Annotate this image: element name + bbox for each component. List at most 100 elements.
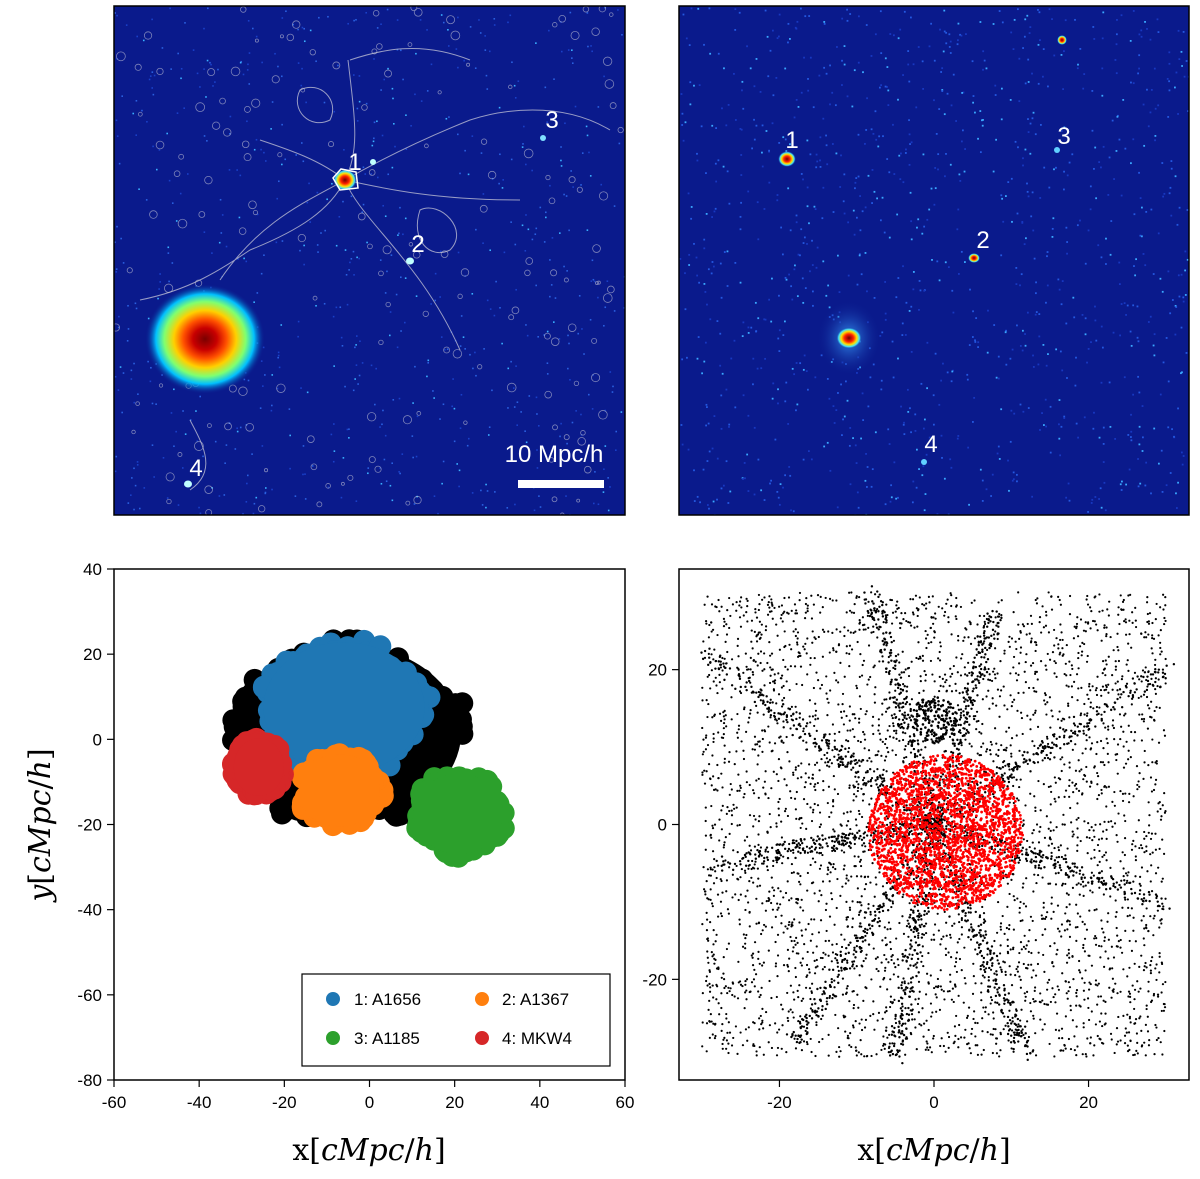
noise-speck [253, 502, 256, 505]
noise-speck [427, 359, 430, 362]
noise-speck [247, 20, 250, 22]
particle [701, 992, 704, 995]
particle [819, 864, 823, 867]
contour-ring [506, 382, 517, 393]
noise-speck [704, 291, 707, 293]
noise-speck [171, 262, 174, 264]
legend-label-mkw4: 4: MKW4 [502, 1029, 572, 1048]
noise-speck [876, 197, 878, 200]
noise-speck [603, 324, 605, 327]
noise-speck [356, 107, 359, 110]
noise-speck [693, 242, 695, 245]
particle [983, 976, 986, 979]
noise-speck [873, 297, 876, 299]
particle [1010, 705, 1013, 708]
particle [1009, 694, 1012, 697]
noise-speck [1139, 482, 1142, 485]
contour-ring [466, 62, 471, 67]
noise-speck [203, 27, 205, 30]
particle [1039, 992, 1042, 995]
particle [987, 667, 990, 671]
noise-speck [537, 425, 540, 427]
noise-speck [795, 362, 798, 364]
noise-speck [127, 304, 129, 307]
particle [1090, 857, 1093, 860]
particle [953, 965, 957, 968]
noise-speck [1010, 177, 1013, 180]
particle [703, 656, 707, 659]
particle [969, 642, 973, 645]
noise-speck [320, 232, 322, 234]
particle [1076, 925, 1079, 929]
noise-speck [604, 306, 607, 309]
particle [906, 685, 909, 688]
noise-speck [1169, 186, 1172, 189]
legend-marker-a1367 [475, 992, 489, 1006]
particle [806, 607, 809, 610]
noise-speck [362, 203, 365, 206]
noise-speck [934, 187, 937, 190]
noise-speck [179, 192, 182, 195]
particle [1083, 923, 1086, 926]
particle [1067, 948, 1070, 951]
noise-speck [563, 265, 565, 268]
noise-speck [1015, 267, 1018, 269]
particle [1080, 650, 1084, 653]
noise-speck [829, 64, 831, 67]
particle [757, 950, 760, 953]
noise-speck [333, 423, 335, 425]
noise-speck [206, 59, 209, 62]
particle [721, 1042, 724, 1046]
contour-ring [607, 285, 615, 294]
particle [786, 880, 789, 883]
particle [963, 666, 966, 669]
particle [1146, 620, 1149, 624]
noise-speck [806, 243, 808, 245]
particle [790, 714, 793, 717]
particle [739, 784, 742, 787]
particle [1057, 846, 1060, 849]
particle [792, 771, 795, 774]
noise-speck [807, 89, 810, 92]
noise-speck [1128, 468, 1131, 471]
noise-speck [789, 229, 792, 232]
noise-speck [535, 227, 538, 230]
particle [707, 961, 710, 964]
noise-speck [1051, 235, 1054, 238]
cluster-top-right [1057, 35, 1067, 45]
region-4-mkw4 [222, 727, 294, 806]
particle [852, 1003, 856, 1007]
particle [949, 675, 952, 678]
noise-speck [1092, 427, 1095, 430]
y-tick-label: -40 [77, 901, 102, 920]
particle [827, 785, 831, 788]
particle [1050, 851, 1053, 854]
noise-speck [184, 22, 186, 24]
contour-ring [563, 434, 570, 441]
particle [1118, 713, 1122, 716]
noise-speck [586, 12, 589, 14]
particle [864, 957, 867, 960]
particle [1064, 912, 1067, 915]
noise-speck [1002, 220, 1005, 223]
particle [757, 777, 760, 780]
particle [1055, 675, 1058, 678]
particle [1154, 778, 1158, 782]
particle [1108, 968, 1111, 971]
noise-speck [843, 63, 846, 66]
noise-speck [186, 173, 189, 175]
noise-speck [1174, 304, 1177, 307]
particle [848, 784, 851, 787]
contour-ring [609, 102, 617, 110]
noise-speck [1119, 334, 1122, 337]
noise-speck [707, 268, 710, 271]
particle [1100, 945, 1103, 948]
particle [980, 1053, 983, 1056]
noise-speck [546, 373, 549, 375]
particle [707, 874, 711, 877]
particle [960, 744, 963, 747]
noise-speck [352, 389, 355, 392]
region-3-a1185 [406, 766, 515, 868]
noise-speck [888, 443, 891, 445]
particle [942, 935, 945, 938]
